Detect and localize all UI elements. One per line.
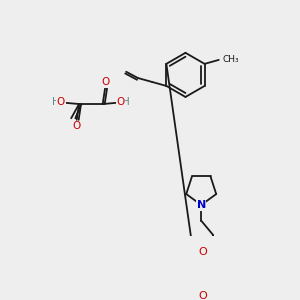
Text: O: O: [101, 77, 109, 87]
Text: O: O: [198, 247, 207, 257]
Text: O: O: [198, 291, 207, 300]
Text: O: O: [73, 121, 81, 131]
Text: O: O: [57, 98, 65, 107]
Text: CH₃: CH₃: [223, 56, 239, 64]
Text: H: H: [122, 98, 129, 107]
Text: H: H: [52, 98, 60, 107]
Text: N: N: [196, 200, 206, 210]
Text: O: O: [117, 98, 125, 107]
